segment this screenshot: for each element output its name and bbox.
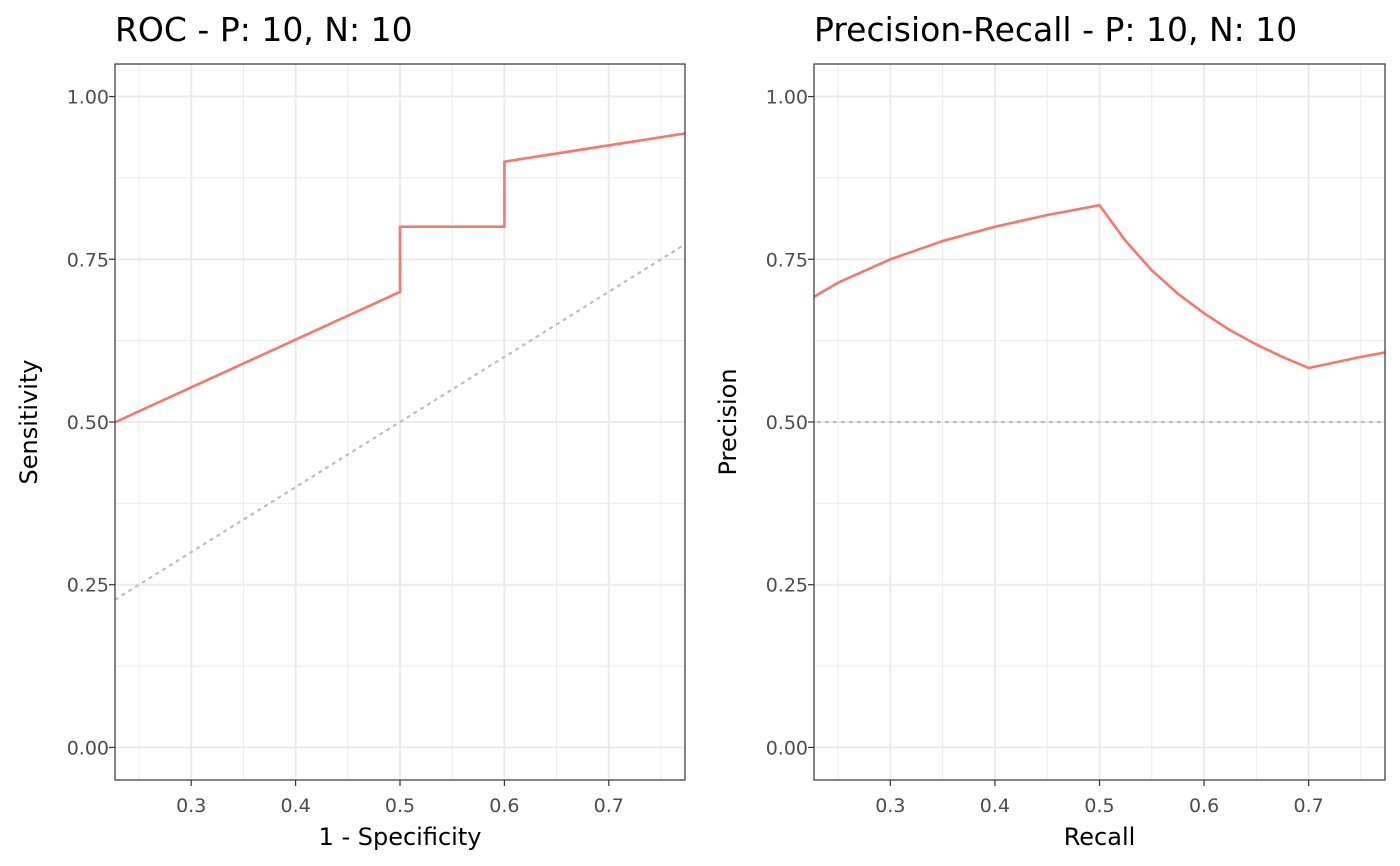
- pr-x-tick-label: 0.7: [1294, 795, 1324, 817]
- pr-x-tick-label: 0.3: [875, 795, 905, 817]
- roc-x-tick-label: 0.3: [176, 795, 206, 817]
- roc-x-tick-label: 0.7: [594, 795, 624, 817]
- pr-y-tick-label: 0.00: [766, 737, 808, 759]
- pr-series-group: [814, 203, 1385, 424]
- roc-y-tick-label: 0.75: [67, 249, 109, 271]
- roc-x-tick-label: 0.5: [385, 795, 415, 817]
- roc-grid: [115, 64, 685, 780]
- pr-y-axis-title: Precision: [714, 368, 742, 475]
- pr-y-tick-label: 1.00: [766, 87, 808, 109]
- roc-y-tick-label: 0.50: [67, 412, 109, 434]
- roc-x-tick-label: 0.4: [280, 795, 310, 817]
- pr-curve: [814, 203, 1385, 370]
- pr-x-tick-label: 0.4: [980, 795, 1010, 817]
- roc-x-tick-label: 0.6: [489, 795, 519, 817]
- pr-chart-title: Precision-Recall - P: 10, N: 10: [814, 10, 1297, 49]
- roc-y-tick-label: 0.00: [67, 737, 109, 759]
- roc-y-tick-label: 0.25: [67, 575, 109, 597]
- roc-x-axis-title: 1 - Specificity: [319, 823, 482, 851]
- pr-x-tick-label: 0.5: [1084, 795, 1114, 817]
- roc-y-axis-title: Sensitivity: [15, 360, 43, 485]
- pr-y-tick-label: 0.50: [766, 412, 808, 434]
- roc-chart: 0.00 0.25 0.50 0.75 1.00 0.3 0.4 0.5 0.6 0.7 ROC -…: [15, 10, 686, 851]
- pr-x-axis-title: Recall: [1064, 823, 1136, 851]
- roc-chart-title: ROC - P: 10, N: 10: [115, 10, 413, 49]
- roc-curve: [115, 132, 685, 424]
- roc-y-tick-label: 1.00: [67, 87, 109, 109]
- roc-reference-line: [115, 243, 685, 601]
- pr-y-tick-label: 0.75: [766, 249, 808, 271]
- pr-x-tick-label: 0.6: [1189, 795, 1219, 817]
- pr-y-tick-label: 0.25: [766, 575, 808, 597]
- roc-series-group: [115, 132, 685, 601]
- precision-recall-chart: 0.00 0.25 0.50 0.75 1.00 0.3 0.4 0.5 0.6 0.7 Preci…: [714, 10, 1386, 851]
